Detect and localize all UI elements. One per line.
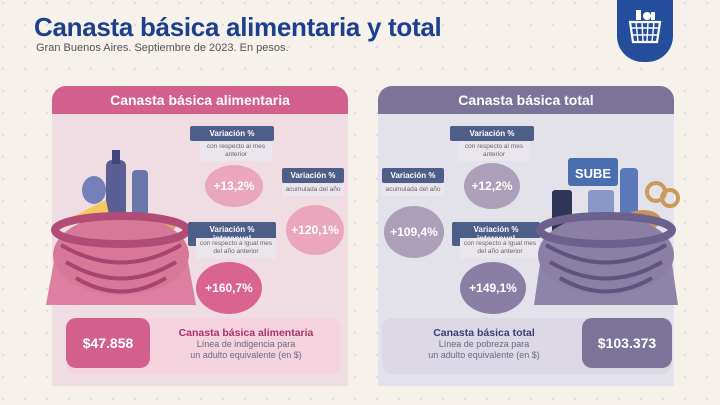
alimentaria-interannual-detail: con respecto a igual mes del año anterio… bbox=[196, 238, 276, 258]
alimentaria-footer-line2: un adulto equivalente (en $) bbox=[190, 350, 302, 360]
total-footer-text: Canasta básica total Línea de pobreza pa… bbox=[388, 327, 580, 361]
alimentaria-footer-title: Canasta básica alimentaria bbox=[178, 327, 314, 339]
total-yearly-label: Variación % bbox=[382, 168, 444, 183]
alimentaria-heading: Canasta básica alimentaria bbox=[52, 86, 348, 114]
logo-badge bbox=[617, 0, 673, 62]
alimentaria-yearly-value: +120,1% bbox=[286, 205, 344, 255]
shopping-basket-icon bbox=[628, 10, 662, 44]
alimentaria-yearly-detail: acumulada del año bbox=[282, 184, 344, 196]
alimentaria-footer-line1: Línea de indigencia para bbox=[196, 339, 296, 349]
total-interannual-detail: con respecto a igual mes del año anterio… bbox=[460, 238, 540, 258]
total-amount: $103.373 bbox=[582, 318, 672, 368]
alimentaria-footer-text: Canasta básica alimentaria Línea de indi… bbox=[158, 327, 334, 361]
total-monthly-detail: con respecto al mes anterior bbox=[458, 141, 530, 161]
total-monthly-label: Variación % bbox=[450, 126, 534, 141]
total-footer-line2: un adulto equivalente (en $) bbox=[428, 350, 540, 360]
page-title: Canasta básica alimentaria y total bbox=[34, 12, 442, 42]
alimentaria-monthly-label: Variación % bbox=[190, 126, 274, 141]
total-heading: Canasta básica total bbox=[378, 86, 674, 114]
food-basket-illustration bbox=[46, 150, 196, 305]
page-subtitle: Gran Buenos Aires. Septiembre de 2023. E… bbox=[36, 42, 289, 54]
alimentaria-amount: $47.858 bbox=[66, 318, 150, 368]
total-footer-title: Canasta básica total bbox=[433, 327, 535, 339]
total-monthly-value: +12,2% bbox=[464, 163, 520, 209]
sube-card-text: SUBE bbox=[575, 166, 611, 181]
total-footer-line1: Línea de pobreza para bbox=[438, 339, 530, 349]
alimentaria-monthly-detail: con respecto al mes anterior bbox=[200, 141, 272, 161]
goods-basket-illustration: SUBE bbox=[534, 158, 680, 305]
alimentaria-interannual-value: +160,7% bbox=[196, 262, 262, 314]
alimentaria-yearly-label: Variación % bbox=[282, 168, 344, 183]
total-interannual-value: +149,1% bbox=[460, 262, 526, 314]
total-yearly-detail: acumulada del año bbox=[382, 184, 444, 196]
alimentaria-monthly-value: +13,2% bbox=[205, 165, 263, 207]
total-yearly-value: +109,4% bbox=[384, 206, 444, 258]
